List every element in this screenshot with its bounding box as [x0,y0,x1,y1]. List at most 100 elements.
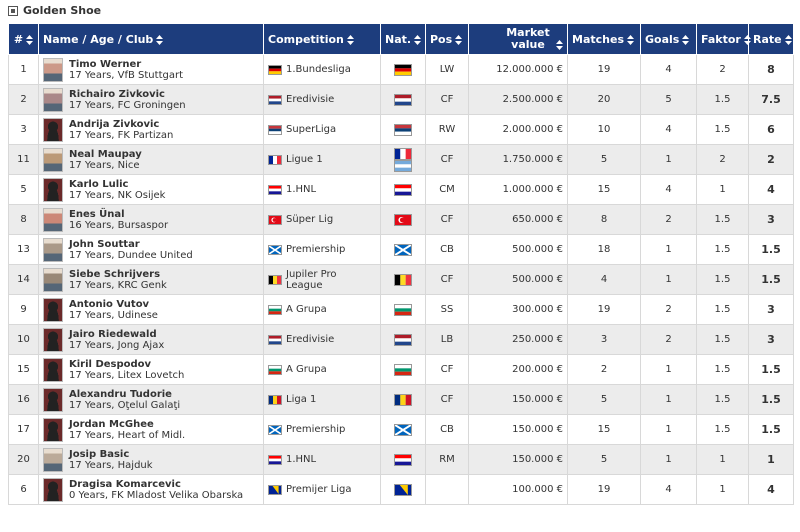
rate: 8 [767,63,775,76]
column-header[interactable]: Goals [640,23,697,55]
name-text: Kiril Despodov 17 Years, Litex Lovetch [69,359,184,381]
player-photo [43,357,63,382]
column-header[interactable]: Rate [748,23,794,55]
cell: SS [425,294,469,325]
player-name: Josip Basic [69,448,130,460]
cell: CB [425,234,469,265]
cell: 1 [696,174,749,205]
rate: 1 [767,453,775,466]
cell: 1.5 [748,414,794,445]
cell: 6 [748,114,794,145]
competition-cell: Jupiler Pro League [263,264,381,295]
competition: SuperLiga [268,124,376,135]
column-header[interactable]: Faktor [696,23,751,55]
competition-cell: Liga 1 [263,384,381,415]
cell: 1.5 [748,264,794,295]
number: 10 [17,334,30,345]
market-value: 1.750.000 € [502,154,563,165]
cell: 1.5 [696,414,749,445]
faktor: 1 [719,484,726,495]
player-row[interactable]: 13 John Souttar 17 Years, Dundee United Pre… [8,234,794,265]
market-value: 250.000 € [512,334,563,345]
cell: 14 [8,264,39,295]
player-row[interactable]: 16 Alexandru Tudorie 17 Years, Oţelul Gala… [8,384,794,415]
goals: 5 [665,94,672,105]
number: 11 [17,154,30,165]
faktor: 1.5 [714,424,731,435]
name-text: Dragisa Komarcevic 0 Years, FK Mladost Ve… [69,479,243,501]
player-row[interactable]: 2 Richairo Zivkovic 17 Years, FC Groningen… [8,84,794,115]
cell: CF [425,144,469,175]
cell: 5 [567,444,641,475]
name-text: Alexandru Tudorie 17 Years, Oţelul Galaţi [69,389,180,411]
competition-cell: Eredivisie [263,324,381,355]
nationality-cell [380,414,426,445]
cell: 650.000 € [468,204,568,235]
header-label: Competition [268,32,344,46]
pos: CB [440,244,454,255]
pos: LW [439,64,455,75]
cell: 10 [8,324,39,355]
cell: 15 [567,414,641,445]
cell: 15 [8,354,39,385]
pos: RM [439,454,455,465]
column-header[interactable]: Nat. [380,23,426,55]
name-cell: Neal Maupay 17 Years, Nice [38,144,264,175]
cell: 1 [696,444,749,475]
player-row[interactable]: 5 Karlo Lulic 17 Years, NK Osijek 1.HNL CM 1.… [8,174,794,205]
flag [394,183,412,196]
column-header[interactable]: Competition [263,23,381,55]
player-details: 17 Years, FK Partizan [69,129,174,141]
header-label: Matches [572,32,624,46]
player-row[interactable]: 10 Jairo Riedewald 17 Years, Jong Ajax Ered… [8,324,794,355]
pos: LB [440,334,454,345]
name-cell: Timo Werner 17 Years, VfB Stuttgart [38,54,264,85]
column-header[interactable]: Market value [468,23,568,55]
name-block: John Souttar 17 Years, Dundee United [43,237,259,262]
cell: 1.5 [696,264,749,295]
player-row[interactable]: 3 Andrija Zivkovic 17 Years, FK Partizan Su… [8,114,794,145]
player-row[interactable]: 20 Josip Basic 17 Years, Hajduk 1.HNL RM 150.… [8,444,794,475]
player-details: 17 Years, FC Groningen [69,99,186,111]
player-name: Neal Maupay [69,148,142,160]
faktor: 1.5 [714,124,731,135]
name-cell: Siebe Schrijvers 17 Years, KRC Genk [38,264,264,295]
column-header[interactable]: # [8,23,39,55]
player-row[interactable]: 6 Dragisa Komarcevic 0 Years, FK Mladost V… [8,474,794,505]
player-row[interactable]: 14 Siebe Schrijvers 17 Years, KRC Genk Jupi… [8,264,794,295]
matches: 10 [597,124,611,135]
faktor: 1.5 [714,274,731,285]
competition: Jupiler Pro League [268,269,376,291]
cell [425,474,469,505]
player-row[interactable]: 17 Jordan McGhee 17 Years, Heart of Midl. P… [8,414,794,445]
goals: 4 [665,184,672,195]
name-block: Josip Basic 17 Years, Hajduk [43,447,259,472]
player-row[interactable]: 15 Kiril Despodov 17 Years, Litex Lovetch A… [8,354,794,385]
player-row[interactable]: 8 Enes Ünal 16 Years, Bursaspor Süper Lig CF… [8,204,794,235]
cell: 3 [748,324,794,355]
competition-name: Eredivisie [286,94,335,105]
pos: CF [440,274,454,285]
competition-cell: Eredivisie [263,84,381,115]
flag [394,453,412,466]
sort-icon [414,34,422,45]
player-row[interactable]: 11 Neal Maupay 17 Years, Nice Ligue 1 CF 1.75… [8,144,794,175]
player-row[interactable]: 9 Antonio Vutov 17 Years, Udinese A Grupa SS… [8,294,794,325]
name-block: Alexandru Tudorie 17 Years, Oţelul Galaţi [43,387,259,412]
player-row[interactable]: 1 Timo Werner 17 Years, VfB Stuttgart 1.Bun… [8,54,794,85]
faktor: 1.5 [714,394,731,405]
sort-icon [556,40,563,50]
cell: 500.000 € [468,264,568,295]
player-name: Timo Werner [69,58,142,70]
cell: 150.000 € [468,414,568,445]
goals: 4 [665,64,672,75]
column-header[interactable]: Matches [567,23,641,55]
nationality-cell [380,294,426,325]
column-header[interactable]: Pos [425,23,469,55]
header-label: Faktor [701,32,741,46]
flag [268,64,282,75]
competition-cell: Premiership [263,234,381,265]
faktor: 1.5 [714,214,731,225]
column-header[interactable]: Name / Age / Club [38,23,264,55]
flag [268,484,282,495]
